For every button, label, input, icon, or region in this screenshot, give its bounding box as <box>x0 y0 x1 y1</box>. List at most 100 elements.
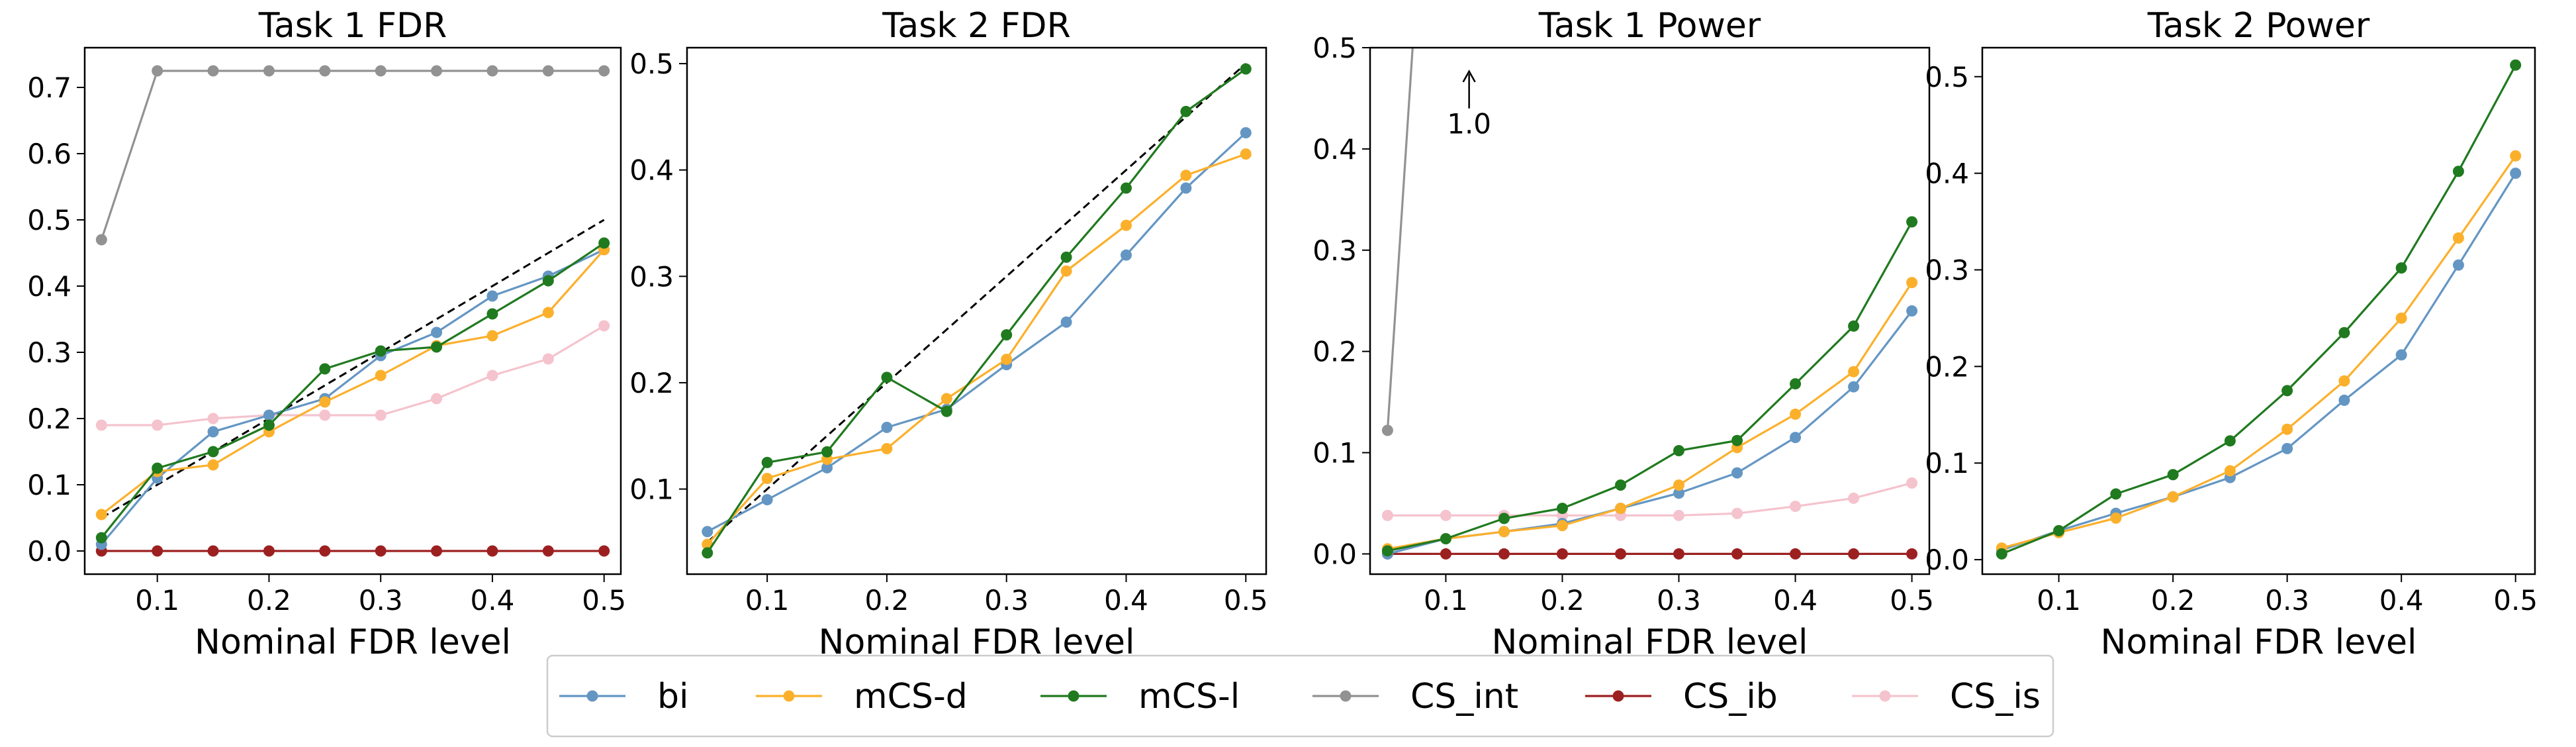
x-tick-label: 0.1 <box>1424 584 1468 617</box>
data-point-mcs-l <box>761 456 773 468</box>
data-point-bi <box>1180 182 1192 194</box>
data-point-cs-ib <box>375 545 387 557</box>
data-point-cs-ib <box>1731 548 1743 560</box>
x-axis-label: Nominal FDR level <box>2101 622 2417 662</box>
data-point-mcs-d <box>2167 491 2179 503</box>
x-tick-label: 0.5 <box>1890 584 1934 617</box>
data-point-bi <box>1240 126 1252 138</box>
data-point-mcs-l <box>2510 59 2522 71</box>
data-point-mcs-l <box>941 405 952 417</box>
legend-item-cs-is: CS_is <box>1852 677 2041 717</box>
annotation-arrow-head <box>1462 70 1476 83</box>
y-tick-label: 0.3 <box>1312 234 1357 267</box>
data-point-mcs-d <box>1001 354 1013 366</box>
x-tick-label: 0.4 <box>2379 584 2424 617</box>
data-point-cs-ib <box>1790 548 1802 560</box>
data-point-mcs-l <box>1848 320 1860 332</box>
y-tick-label: 0.6 <box>27 138 71 170</box>
data-point-cs-is <box>542 353 554 365</box>
data-point-mcs-d <box>761 472 773 484</box>
data-point-cs-is <box>207 413 219 424</box>
legend-label: CS_is <box>1950 677 2041 717</box>
series-line-mcs-l <box>706 68 1247 554</box>
x-tick-label: 0.1 <box>135 584 179 617</box>
annotation: 1.0 <box>1447 70 1491 140</box>
legend-marker <box>783 690 795 702</box>
data-point-cs-ib <box>1848 548 1860 560</box>
x-tick-label: 0.2 <box>247 584 291 617</box>
legend: bi mCS-d mCS-l CS_int CS_ib CS_is <box>546 654 2054 738</box>
x-tick-label: 0.3 <box>359 584 403 617</box>
legend-label: CS_int <box>1410 677 1518 717</box>
series-line-mcs-l <box>2001 64 2517 555</box>
data-point-cs-ib <box>598 545 610 557</box>
legend-item-mcs-l: mCS-l <box>1040 677 1240 717</box>
reference-line <box>101 219 605 519</box>
y-tick-label: 0.1 <box>27 469 71 501</box>
data-point-mcs-l <box>2224 435 2236 447</box>
data-point-cs-is <box>1673 509 1685 521</box>
series-mcs-l <box>1996 59 2522 560</box>
data-point-cs-int <box>486 65 498 77</box>
y-tick-label: 0.5 <box>629 48 674 80</box>
data-point-cs-ib <box>431 545 443 557</box>
legend-marker <box>1879 690 1891 702</box>
legend-label: mCS-d <box>854 677 968 717</box>
data-point-mcs-l <box>542 275 554 287</box>
x-tick-label: 0.5 <box>582 584 626 617</box>
plot-area <box>1996 59 2522 560</box>
series-cs-ib <box>1381 548 1918 560</box>
data-point-cs-int <box>598 65 610 77</box>
data-point-mcs-l <box>1381 545 1393 557</box>
data-point-cs-ib <box>486 545 498 557</box>
data-point-cs-is <box>598 320 610 332</box>
data-point-bi <box>2452 259 2464 271</box>
data-point-mcs-d <box>1673 479 1685 491</box>
x-tick-label: 0.5 <box>2493 584 2538 617</box>
panel-task-2-power: Task 2 Power 0.1 0.2 0.3 0.4 0.5 0.0 0.1 0.2 0.3 0… <box>1925 6 2538 662</box>
plot-frame <box>686 46 1267 575</box>
legend-item-cs-int: CS_int <box>1312 677 1518 717</box>
data-point-cs-is <box>1381 509 1393 521</box>
series-line-mcs-l <box>101 242 605 539</box>
data-point-cs-int <box>152 65 163 77</box>
y-tick-label: 0.1 <box>629 473 674 506</box>
y-tick-label: 0.4 <box>1925 158 1969 190</box>
data-point-mcs-d <box>375 370 387 381</box>
data-point-mcs-d <box>1614 503 1626 515</box>
data-point-mcs-d <box>881 442 893 454</box>
data-point-mcs-d <box>319 396 331 408</box>
data-point-cs-int <box>375 65 387 77</box>
y-tick-label: 0.5 <box>1925 61 1969 93</box>
data-point-cs-is <box>95 419 107 431</box>
x-tick-label: 0.2 <box>865 584 909 617</box>
data-point-bi <box>2338 394 2350 406</box>
x-tick-label: 0.1 <box>745 584 790 617</box>
data-point-mcs-l <box>207 446 219 458</box>
data-point-mcs-d <box>95 509 107 521</box>
x-tick-label: 0.3 <box>984 584 1029 617</box>
data-point-cs-int <box>431 65 443 77</box>
y-tick-label: 0.3 <box>629 260 674 293</box>
data-point-mcs-l <box>881 372 893 383</box>
data-point-mcs-l <box>2395 262 2407 274</box>
data-point-mcs-l <box>319 363 331 375</box>
series-cs-int <box>95 65 610 246</box>
data-point-cs-int <box>542 65 554 77</box>
data-point-mcs-l <box>95 532 107 544</box>
plot-frame <box>83 46 622 575</box>
y-tick-label: 0.2 <box>1312 336 1357 368</box>
data-point-bi <box>207 426 219 438</box>
data-point-mcs-d <box>542 307 554 319</box>
series-cs-int <box>1381 48 1414 436</box>
y-tick-label: 0.2 <box>1925 350 1969 383</box>
data-point-cs-is <box>1440 509 1451 521</box>
data-point-mcs-l <box>1614 479 1626 491</box>
panel-task-1-fdr: Task 1 FDR 0.1 0.2 0.3 0.4 0.5 0.0 0.1 0.2 0.3 0.4… <box>27 6 626 662</box>
y-tick-label: 0.5 <box>27 204 71 236</box>
data-point-mcs-d <box>1556 520 1568 532</box>
data-point-mcs-d <box>1180 170 1192 181</box>
data-point-mcs-l <box>1790 378 1802 390</box>
y-tick-label: 0.3 <box>27 336 71 369</box>
